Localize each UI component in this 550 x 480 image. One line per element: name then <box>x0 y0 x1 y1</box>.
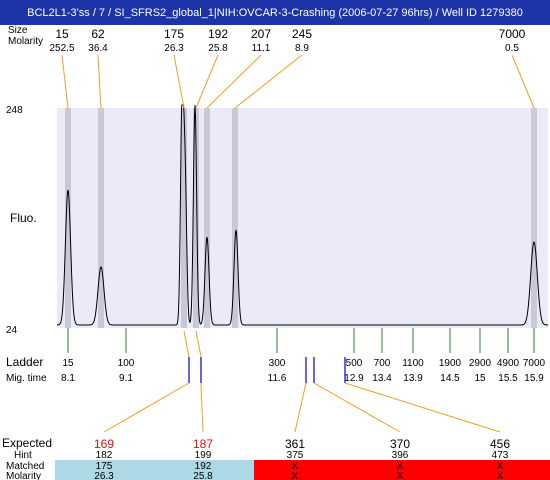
hint-to-expected-connector <box>294 382 307 433</box>
peak-size-value: 7000 <box>499 27 526 41</box>
migration-time-label: Mig. time <box>6 373 47 384</box>
ladder-label: Ladder <box>6 355 43 369</box>
peak-size-value: 175 <box>164 27 184 41</box>
peak-molarity-value: 26.3 <box>164 43 184 54</box>
hint-size: 375 <box>287 450 304 461</box>
peak-molarity-value: 36.4 <box>88 43 108 54</box>
peak-connector-line <box>234 54 303 109</box>
peak-connector-line <box>97 54 102 109</box>
size-row-label: Size <box>8 25 28 36</box>
plot-area <box>57 108 548 328</box>
ladder-size: 1100 <box>402 358 424 369</box>
ladder-migration-time: 15.5 <box>498 373 518 384</box>
ladder-size: 500 <box>346 358 363 369</box>
expected-label: Expected <box>2 436 52 450</box>
ladder-size: 4900 <box>497 358 520 369</box>
ladder-migration-time: 14.5 <box>440 373 460 384</box>
ladder-migration-time: 9.1 <box>119 373 133 384</box>
matched-size: X <box>497 461 504 472</box>
peak-size-value: 245 <box>292 27 312 41</box>
peak-molarity-value: 25.8 <box>208 43 228 54</box>
ladder-size: 700 <box>374 358 391 369</box>
expected-size: 187 <box>193 437 213 451</box>
ladder-size: 100 <box>118 358 135 369</box>
ladder-size: 1900 <box>439 358 462 369</box>
expected-size: 456 <box>490 437 510 451</box>
peak-band <box>232 108 238 328</box>
peak-connector-line <box>173 54 185 109</box>
peak-connector-line <box>61 54 69 109</box>
matched-size: 192 <box>195 461 212 472</box>
y-axis-min-label: 24 <box>6 325 18 336</box>
ladder-migration-time: 13.4 <box>372 373 392 384</box>
ladder-migration-time: 15.9 <box>524 373 544 384</box>
ladder-migration-time: 12.9 <box>344 373 364 384</box>
matched-row-band <box>55 460 254 480</box>
matched-size: X <box>292 461 299 472</box>
peak-to-hint-connector <box>195 330 202 358</box>
matched-label: Matched <box>6 461 44 472</box>
peak-molarity-value: 0.5 <box>505 43 519 54</box>
peak-size-value: 192 <box>208 27 228 41</box>
hint-size: 199 <box>195 450 212 461</box>
ladder-migration-time: 13.9 <box>403 373 423 384</box>
peak-connector-line <box>195 54 219 109</box>
window-title: BCL2L1-3'ss / 7 / SI_SFRS2_global_1|NIH:… <box>0 0 550 25</box>
peak-to-hint-connector <box>183 330 190 358</box>
hint-to-expected-connector <box>103 382 190 433</box>
matched-molarity: X <box>292 471 299 480</box>
hint-size: 396 <box>392 450 409 461</box>
ladder-migration-time: 11.6 <box>268 373 287 384</box>
peak-molarity-value: 8.9 <box>295 43 309 54</box>
molarity-row-label: Molarity <box>8 36 43 47</box>
hint-size: 473 <box>492 450 509 461</box>
hint-to-expected-connector <box>313 382 401 433</box>
matched-molarity: X <box>397 471 404 480</box>
y-axis-title: Fluo. <box>10 211 37 225</box>
expected-size: 169 <box>94 437 114 451</box>
peak-band <box>98 108 104 328</box>
ladder-migration-time: 15 <box>474 373 486 384</box>
peak-size-value: 15 <box>55 27 69 41</box>
peak-band <box>531 108 537 328</box>
ladder-migration-time: 8.1 <box>61 373 75 384</box>
molarity-label: Molarity <box>6 471 41 480</box>
peak-molarity-value: 11.1 <box>252 43 271 54</box>
y-axis-max-label: 248 <box>6 105 23 116</box>
peak-size-value: 62 <box>91 27 105 41</box>
expected-size: 370 <box>390 437 410 451</box>
matched-molarity: X <box>497 471 504 480</box>
peak-connector-line <box>511 54 535 109</box>
matched-molarity: 25.8 <box>193 471 213 480</box>
peak-band <box>65 108 71 328</box>
hint-to-expected-connector <box>200 382 204 433</box>
peak-band <box>204 108 210 328</box>
ladder-size: 300 <box>269 358 286 369</box>
hint-size: 182 <box>96 450 113 461</box>
hint-to-expected-connector <box>344 382 501 433</box>
fluorescence-trace <box>57 104 548 326</box>
peak-size-value: 207 <box>251 27 271 41</box>
peak-band <box>181 108 187 328</box>
unmatched-row-band <box>254 460 550 480</box>
hint-label: Hint <box>14 450 32 461</box>
expected-size: 361 <box>285 437 305 451</box>
peak-band <box>193 108 199 328</box>
matched-molarity: 26.3 <box>94 471 114 480</box>
ladder-size: 7000 <box>523 358 546 369</box>
peak-connector-line <box>206 54 262 109</box>
ladder-size: 15 <box>62 358 74 369</box>
matched-size: 175 <box>96 461 113 472</box>
matched-size: X <box>397 461 404 472</box>
ladder-size: 2900 <box>469 358 492 369</box>
peak-molarity-value: 252.5 <box>49 43 74 54</box>
